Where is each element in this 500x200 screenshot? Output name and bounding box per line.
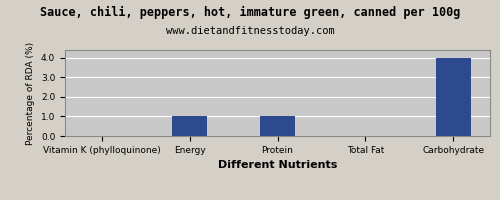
Bar: [172, 116, 208, 136]
Bar: [436, 58, 470, 136]
Text: www.dietandfitnesstoday.com: www.dietandfitnesstoday.com: [166, 26, 334, 36]
Text: Sauce, chili, peppers, hot, immature green, canned per 100g: Sauce, chili, peppers, hot, immature gre…: [40, 6, 460, 19]
X-axis label: Different Nutrients: Different Nutrients: [218, 160, 337, 170]
Bar: [260, 116, 295, 136]
Y-axis label: Percentage of RDA (%): Percentage of RDA (%): [26, 41, 36, 145]
